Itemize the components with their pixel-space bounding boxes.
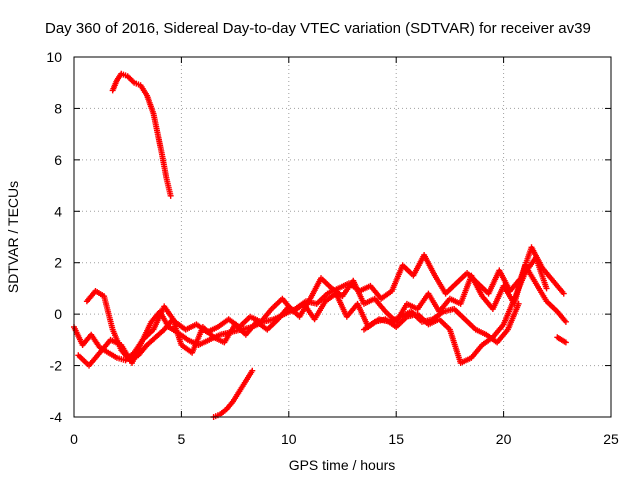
x-tick-label: 20	[496, 431, 512, 447]
x-tick-label: 10	[281, 431, 297, 447]
y-tick-label: 0	[54, 306, 62, 322]
data-point	[560, 290, 567, 297]
data-point	[562, 318, 569, 325]
data-points	[71, 70, 569, 420]
series-arc-e	[554, 334, 569, 346]
x-tick-label: 0	[70, 431, 78, 447]
plot-frame	[73, 56, 612, 418]
y-axis-label: SDTVAR / TECUs	[5, 181, 21, 293]
grid-lines	[74, 57, 611, 417]
data-point	[249, 367, 256, 374]
series-arc-d	[360, 254, 550, 366]
y-tick-label: 10	[46, 49, 62, 65]
data-point	[515, 300, 522, 307]
data-point	[543, 285, 550, 292]
x-tick-label: 25	[603, 431, 619, 447]
y-tick-label: 4	[54, 203, 62, 219]
y-tick-label: -2	[50, 358, 63, 374]
data-point	[129, 78, 136, 85]
y-tick-label: 6	[54, 152, 62, 168]
x-tick-label: 15	[388, 431, 404, 447]
series-arc-high	[109, 70, 174, 199]
series-arc-low	[210, 367, 256, 420]
y-tick-label: -4	[50, 409, 63, 425]
x-tick-label: 5	[178, 431, 186, 447]
data-point	[562, 339, 569, 346]
x-axis-label: GPS time / hours	[289, 457, 396, 473]
y-tick-label: 8	[54, 100, 62, 116]
data-point	[167, 192, 174, 199]
chart-title: Day 360 of 2016, Sidereal Day-to-day VTE…	[45, 20, 591, 37]
y-tick-label: 2	[54, 255, 62, 271]
